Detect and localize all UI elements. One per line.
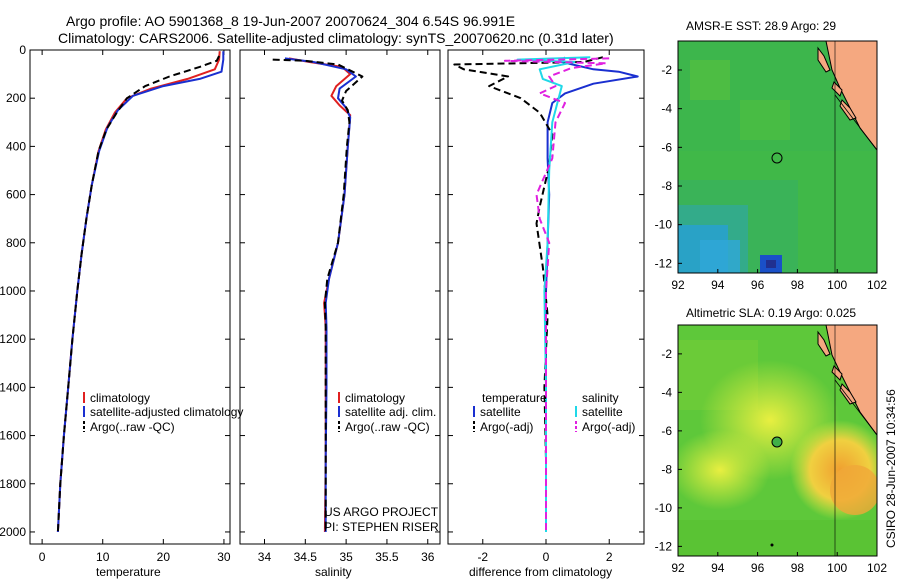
- x-tick-label: 35.5: [375, 550, 399, 564]
- series-line-satellite-adj-clim: [284, 57, 357, 532]
- map-y-tick-label: -2: [661, 347, 672, 361]
- temperature-profile-panel: 0 10 20 30 0 200 400 600 800 1000 1200 1400 1600 1800…: [0, 43, 231, 564]
- y-tick-label: 800: [6, 236, 26, 250]
- map-y-tick-label: -12: [655, 256, 673, 270]
- map-x-tick-label: 100: [827, 561, 847, 575]
- sst-map-title: AMSR-E SST: 28.9 Argo: 29: [686, 19, 836, 33]
- sla-map: [678, 325, 877, 556]
- temp-x-label: temperature: [96, 565, 161, 579]
- y-tick-label: 1600: [0, 429, 26, 443]
- map-y-tick-label: -4: [661, 385, 672, 399]
- series-line-salinity-satellite: [516, 56, 591, 532]
- sal-annotation-project: US ARGO PROJECT: [324, 505, 439, 519]
- sal-legend-argo: Argo(..raw -QC): [345, 420, 430, 434]
- y-tick-label: 400: [6, 139, 26, 153]
- diff-legend-temp-argo: Argo(-adj): [480, 420, 533, 434]
- x-tick-label: 30: [217, 550, 231, 564]
- series-line-argo-raw-qc: [56, 55, 220, 533]
- map-x-tick-label: 102: [867, 561, 887, 575]
- figure-title-line2: Climatology: CARS2006. Satellite-adjuste…: [58, 30, 614, 46]
- series-line-temperature-satellite: [545, 56, 639, 532]
- sla-map-axes: 92 94 96 98 100 102 -2 -4 -6 -8 -10 -12: [655, 347, 888, 575]
- x-tick-label: 0: [543, 550, 550, 564]
- x-tick-label: -2: [477, 550, 488, 564]
- temp-legend-argo: Argo(..raw -QC): [90, 420, 175, 434]
- salinity-profile-panel: 34 34.5 35 35.5 36: [239, 49, 441, 564]
- sal-legend-climatology: climatology: [345, 391, 405, 405]
- x-tick-label: 35: [339, 550, 353, 564]
- series-line-satellite-adjusted-climatology: [56, 51, 225, 533]
- figure-title-line1: Argo profile: AO 5901368_8 19-Jun-2007 2…: [66, 13, 515, 29]
- y-tick-label: 1800: [0, 477, 26, 491]
- x-tick-label: 34.5: [294, 550, 318, 564]
- x-tick-label: 36: [421, 550, 435, 564]
- sal-legend-satellite: satellite adj. clim.: [345, 405, 436, 419]
- temp-legend-satellite: satellite-adjusted climatology: [90, 405, 243, 419]
- map-y-tick-label: -10: [655, 501, 673, 515]
- sst-map: [678, 41, 877, 273]
- diff-x-label: difference from climatology: [469, 565, 612, 579]
- difference-profile-panel: -2 0 2: [447, 49, 645, 564]
- series-line-temperature-argo-adj: [453, 56, 604, 532]
- sal-annotation-pi: PI: STEPHEN RISER: [324, 520, 439, 534]
- map-x-tick-label: 98: [791, 278, 805, 292]
- y-tick-label: 200: [6, 91, 26, 105]
- map-x-tick-label: 96: [751, 561, 765, 575]
- footer-credit: CSIRO 28-Jun-2007 10:34:56: [884, 389, 898, 548]
- x-tick-label: 20: [157, 550, 171, 564]
- map-x-tick-label: 96: [751, 278, 765, 292]
- y-tick-label: 1400: [0, 380, 26, 394]
- map-x-tick-label: 100: [827, 278, 847, 292]
- x-tick-label: 2: [606, 550, 613, 564]
- series-line-argo-raw-qc: [272, 58, 364, 532]
- map-y-tick-label: -10: [655, 218, 673, 232]
- y-tick-label: 600: [6, 188, 26, 202]
- x-tick-label: 10: [96, 550, 110, 564]
- plot-frame: [239, 49, 441, 545]
- map-x-tick-label: 92: [671, 278, 685, 292]
- sst-map-axes: 92 94 96 98 100 102 -2 -4 -6 -8 -10 -12: [655, 63, 888, 292]
- series-line-climatology: [288, 57, 352, 533]
- sla-map-title: Altimetric SLA: 0.19 Argo: 0.025: [686, 306, 856, 320]
- sla-map-frame: [677, 324, 878, 557]
- map-x-tick-label: 94: [711, 278, 725, 292]
- map-y-tick-label: -12: [655, 539, 673, 553]
- map-x-tick-label: 98: [791, 561, 805, 575]
- diff-legend-sal-sat: satellite: [582, 405, 623, 419]
- plot-frame: [29, 49, 231, 545]
- map-y-tick-label: -8: [661, 179, 672, 193]
- x-tick-label: 0: [39, 550, 46, 564]
- y-tick-label: 0: [19, 43, 26, 57]
- y-tick-label: 1200: [0, 332, 26, 346]
- diff-legend-sal-heading: salinity: [582, 391, 619, 405]
- map-x-tick-label: 102: [867, 278, 887, 292]
- map-y-tick-label: -4: [661, 102, 672, 116]
- y-tick-label: 2000: [0, 525, 26, 539]
- map-x-tick-label: 94: [711, 561, 725, 575]
- x-tick-label: 34: [258, 550, 272, 564]
- series-line-salinity-argo-adj: [503, 57, 610, 532]
- map-y-tick-label: -8: [661, 462, 672, 476]
- map-y-tick-label: -2: [661, 63, 672, 77]
- diff-legend-sal-argo: Argo(-adj): [582, 420, 635, 434]
- y-tick-label: 1000: [0, 284, 26, 298]
- diff-legend-temp-heading: temperature: [482, 391, 547, 405]
- map-x-tick-label: 92: [671, 561, 685, 575]
- map-y-tick-label: -6: [661, 140, 672, 154]
- map-y-tick-label: -6: [661, 424, 672, 438]
- temp-legend-climatology: climatology: [90, 391, 150, 405]
- sst-map-frame: [677, 40, 878, 274]
- sal-x-label: salinity: [315, 565, 352, 579]
- diff-legend-temp-sat: satellite: [480, 405, 521, 419]
- series-line-climatology: [56, 51, 221, 533]
